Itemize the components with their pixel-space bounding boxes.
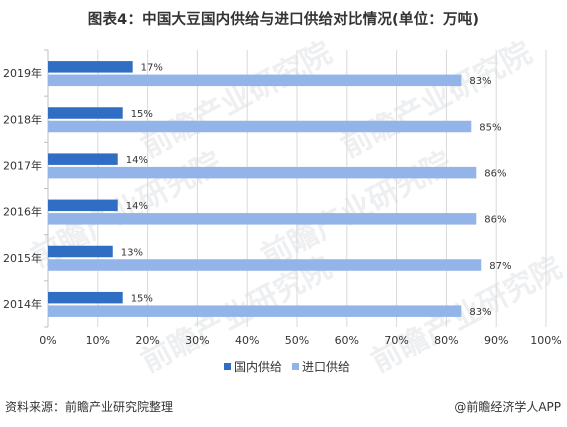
y-tick-label: 2016年 (3, 205, 42, 219)
data-label: 87% (489, 261, 511, 272)
data-label: 14% (126, 201, 148, 212)
data-label: 86% (484, 168, 506, 179)
y-tick-label: 2018年 (3, 112, 42, 126)
data-label: 83% (469, 76, 491, 87)
bar-domestic (48, 61, 133, 73)
x-tick-label: 40% (235, 334, 259, 347)
y-tick-label: 2019年 (3, 66, 42, 80)
x-tick-label: 0% (39, 334, 56, 347)
bar-domestic (48, 153, 118, 165)
bar-chart: 0% 10% 20% 30% 40% 50% 60% 70% 80% 90% 100% 2019年 17… (3, 49, 562, 374)
bar-import (48, 74, 462, 87)
bar-domestic (48, 107, 123, 119)
data-label: 85% (479, 122, 501, 133)
legend-label-import: 进口供给 (302, 360, 350, 374)
bar-import (48, 166, 477, 179)
bar-import (48, 259, 482, 271)
chart-title: 图表4：中国大豆国内供给与进口供给对比情况(单位：万吨) (87, 12, 480, 28)
y-tick-label: 2017年 (3, 158, 42, 172)
brand-note: @前瞻经济学人APP (454, 400, 561, 414)
x-tick-label: 90% (484, 334, 508, 347)
x-tick-label: 100% (530, 334, 561, 347)
data-label: 15% (131, 109, 153, 120)
data-label: 86% (484, 215, 506, 226)
data-label: 83% (469, 307, 491, 318)
legend-swatch-domestic (224, 363, 231, 370)
bar-import (48, 305, 462, 317)
data-label: 14% (126, 155, 148, 166)
legend-label-domestic: 国内供给 (234, 360, 282, 374)
y-tick-label: 2014年 (3, 297, 42, 311)
bar-domestic (48, 199, 118, 212)
bar-import (48, 120, 472, 133)
x-tick-label: 60% (335, 334, 359, 347)
x-tick-label: 50% (285, 334, 309, 347)
x-tick-label: 10% (86, 334, 110, 347)
bar-domestic (48, 245, 113, 258)
x-tick-label: 30% (185, 334, 209, 347)
source-note: 资料来源：前瞻产业研究院整理 (5, 400, 174, 414)
data-label: 15% (131, 293, 153, 304)
legend-swatch-import (292, 363, 299, 370)
bar-import (48, 213, 477, 225)
data-label: 17% (141, 63, 163, 74)
x-tick-label: 70% (384, 334, 408, 347)
data-label: 13% (121, 247, 143, 258)
bar-domestic (48, 291, 123, 304)
x-tick-label: 20% (135, 334, 159, 347)
x-tick-label: 80% (434, 334, 458, 347)
y-tick-label: 2015年 (3, 251, 42, 265)
